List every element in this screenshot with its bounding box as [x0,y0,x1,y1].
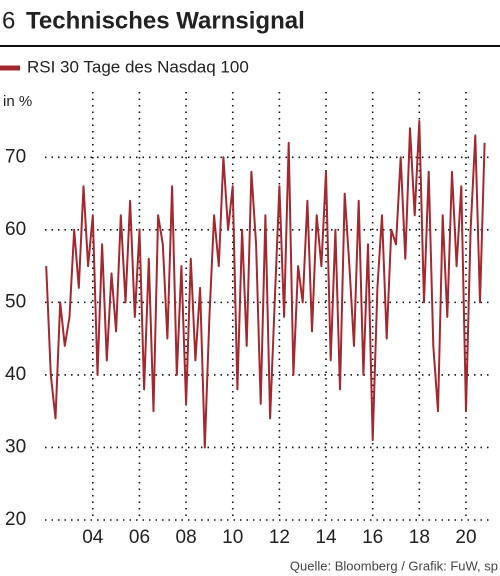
chart-title: Technisches Warnsignal [26,7,305,34]
x-tick-label: 20 [455,527,476,548]
y-tick-label: 60 [5,219,26,240]
chart-number: 6 [2,7,15,34]
x-tick-label: 12 [269,527,290,548]
legend-label: RSI 30 Tage des Nasdaq 100 [27,57,249,76]
data-line [45,120,486,449]
x-tick-label: 18 [409,527,430,548]
y-tick-label: 50 [5,291,26,312]
y-axis-label: in % [3,93,32,110]
y-tick-label: 30 [5,436,26,457]
y-tick-label: 40 [5,364,26,385]
y-tick-label: 70 [5,146,26,167]
x-tick-label: 08 [176,527,197,548]
y-tick-label: 20 [5,509,26,530]
x-tick-label: 10 [222,527,243,548]
x-tick-label: 16 [362,527,383,548]
source: Quelle: Bloomberg / Grafik: FuW, sp [290,558,498,573]
x-tick-label: 06 [129,527,150,548]
x-tick-label: 14 [315,527,337,548]
x-tick-label: 04 [82,527,104,548]
